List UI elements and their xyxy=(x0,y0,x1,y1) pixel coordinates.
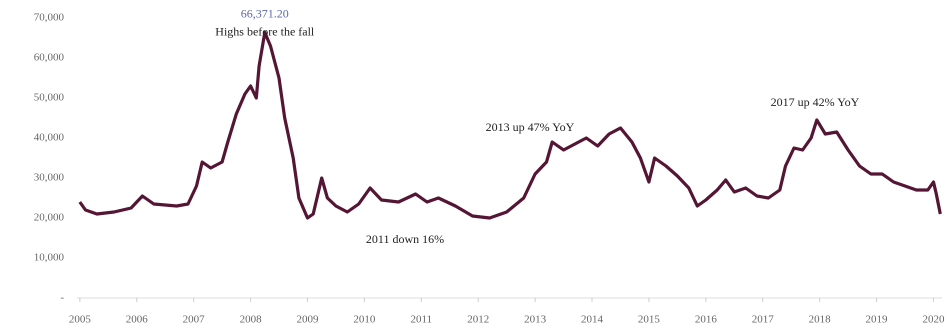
annotation: 2017 up 42% YoY xyxy=(771,95,860,109)
x-tick-label: 2013 xyxy=(524,314,547,326)
y-tick-label: 50,000 xyxy=(34,92,65,104)
peak-note: Highs before the fall xyxy=(215,24,315,38)
y-tick-label: 10,000 xyxy=(34,252,65,264)
annotation: 2011 down 16% xyxy=(366,232,444,246)
x-tick-label: 2019 xyxy=(866,314,889,326)
y-tick-label: 30,000 xyxy=(34,172,65,184)
x-tick-label: 2010 xyxy=(353,314,376,326)
x-tick-label: 2012 xyxy=(467,314,489,326)
x-tick-label: 2018 xyxy=(809,314,832,326)
x-tick-label: 2020 xyxy=(922,314,945,326)
y-tick-label: 70,000 xyxy=(34,12,65,24)
y-tick-label: 60,000 xyxy=(34,52,65,64)
x-tick-label: 2009 xyxy=(296,314,319,326)
x-tick-label: 2015 xyxy=(638,314,661,326)
peak-label: 66,371.20 xyxy=(241,6,289,20)
x-tick-label: 2014 xyxy=(581,314,604,326)
y-tick-label: - xyxy=(60,292,64,304)
y-tick-label: 40,000 xyxy=(34,132,65,144)
x-tick-label: 2006 xyxy=(126,314,149,326)
series-line xyxy=(78,30,942,220)
x-tick-label: 2005 xyxy=(69,314,92,326)
x-tick-label: 2007 xyxy=(183,314,206,326)
x-tick-label: 2008 xyxy=(240,314,263,326)
x-tick-label: 2017 xyxy=(752,314,775,326)
x-tick-label: 2016 xyxy=(695,314,718,326)
annotation: 2013 up 47% YoY xyxy=(486,120,575,134)
x-tick-label: 2011 xyxy=(410,314,432,326)
y-tick-label: 20,000 xyxy=(34,212,65,224)
